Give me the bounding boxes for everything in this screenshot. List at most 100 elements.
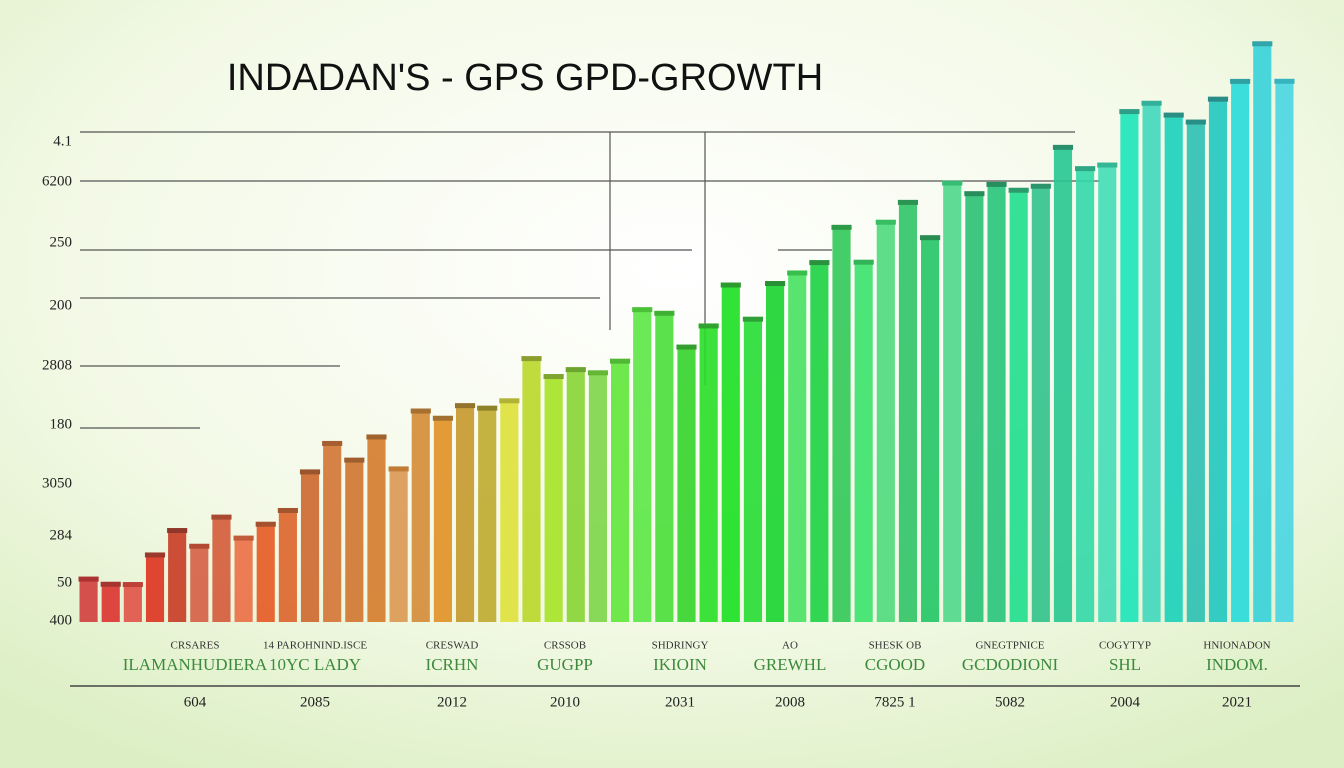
bars: [78, 41, 1295, 623]
group-name: GREWHL: [754, 655, 827, 674]
bar: [123, 586, 142, 622]
bar: [810, 264, 829, 622]
bar: [743, 320, 763, 622]
grid: [70, 131, 1300, 687]
bar: [1231, 82, 1250, 622]
bar: [832, 228, 851, 622]
bar-cap: [521, 356, 542, 362]
bar-cap: [609, 358, 631, 364]
group-top: CRSARES: [171, 640, 220, 652]
group-name: ICRHN: [426, 655, 479, 674]
bar: [876, 223, 895, 622]
bar: [79, 580, 98, 622]
bar: [610, 362, 630, 622]
bar: [987, 185, 1006, 623]
bar: [1009, 191, 1028, 623]
bar-cap: [100, 581, 121, 587]
bar: [1142, 104, 1161, 623]
group-name: 10YC LADY: [269, 655, 361, 674]
group-top: SHESK OB: [869, 640, 922, 652]
bar: [278, 511, 297, 622]
bar: [854, 263, 873, 622]
bar: [566, 371, 585, 622]
bar-cap: [765, 281, 786, 287]
y-label: 200: [50, 297, 73, 313]
bar-cap: [189, 543, 210, 549]
group-year: 2012: [437, 694, 467, 710]
bar: [655, 314, 674, 622]
bar-cap: [499, 398, 520, 404]
bar: [1098, 166, 1117, 623]
bar: [1186, 123, 1205, 623]
bar: [1053, 148, 1073, 623]
bar: [921, 239, 940, 623]
bar-cap: [1008, 187, 1029, 193]
bar-cap: [543, 374, 564, 380]
group-top: HNIONADON: [1203, 640, 1270, 652]
bar: [101, 585, 120, 622]
bar-cap: [565, 367, 586, 373]
bar: [544, 378, 563, 622]
bar-cap: [676, 344, 697, 350]
group-top: GNEGTPNICE: [975, 640, 1044, 652]
bar: [965, 195, 984, 622]
bar-cap: [632, 307, 653, 313]
bar-cap: [875, 219, 896, 225]
bar-cap: [1097, 162, 1118, 168]
bar-cap: [144, 552, 166, 558]
bar: [788, 274, 807, 622]
group-top: SHDRINGY: [652, 640, 709, 652]
title: INDADAN'S - GPS GPD-GROWTH: [227, 57, 823, 99]
y-label: 180: [50, 416, 73, 432]
y-label: 400: [50, 612, 73, 628]
bar-cap: [167, 528, 188, 534]
bar: [212, 518, 231, 622]
group-year: 2008: [775, 694, 805, 710]
bar-cap: [322, 440, 343, 446]
bar-cap: [299, 469, 321, 475]
group-top: COGYTYP: [1099, 640, 1151, 652]
bar-cap: [1075, 166, 1096, 172]
bar-cap: [477, 405, 498, 411]
group-year: 604: [184, 694, 207, 710]
bar-cap: [277, 507, 298, 513]
bar: [1275, 82, 1294, 622]
group-top: CRESWAD: [426, 640, 479, 652]
bar: [478, 409, 497, 622]
bar-cap: [1230, 78, 1251, 84]
bar: [367, 438, 386, 622]
bar-cap: [831, 224, 852, 230]
bar: [898, 203, 918, 623]
bar: [677, 348, 696, 622]
bar: [633, 311, 652, 622]
bar: [411, 412, 430, 622]
bar-cap: [897, 199, 919, 205]
bar: [145, 556, 165, 622]
bar-cap: [654, 310, 675, 316]
bar-cap: [1052, 144, 1074, 150]
y-label: 50: [57, 574, 72, 590]
bar-cap: [787, 270, 808, 276]
bar: [943, 184, 962, 622]
bar-cap: [720, 282, 741, 288]
group-year: 2004: [1110, 694, 1141, 710]
bar-cap: [1185, 119, 1206, 125]
bar-cap: [344, 457, 365, 463]
y-label: 2808: [42, 357, 72, 373]
bar: [1120, 113, 1139, 623]
bar-cap: [454, 403, 476, 409]
bar-cap: [410, 408, 431, 414]
bar-cap: [255, 521, 276, 527]
group-top: 14 PAROHNIND.ISCE: [263, 640, 367, 652]
bar-cap: [1141, 100, 1162, 106]
y-label: 250: [50, 234, 73, 250]
group-year: 2031: [665, 694, 695, 710]
bar: [300, 473, 320, 622]
y-label: 3050: [42, 475, 72, 491]
group-name: ILAMANHUDIERA: [123, 655, 268, 674]
labels: 4.1 6200 250 200 2808 180 3050 284 50 400 CRSARES I…: [42, 133, 1271, 710]
group-year: 2010: [550, 694, 580, 710]
bar-cap: [1274, 78, 1295, 84]
bar: [234, 539, 253, 622]
bar-cap: [809, 260, 830, 266]
